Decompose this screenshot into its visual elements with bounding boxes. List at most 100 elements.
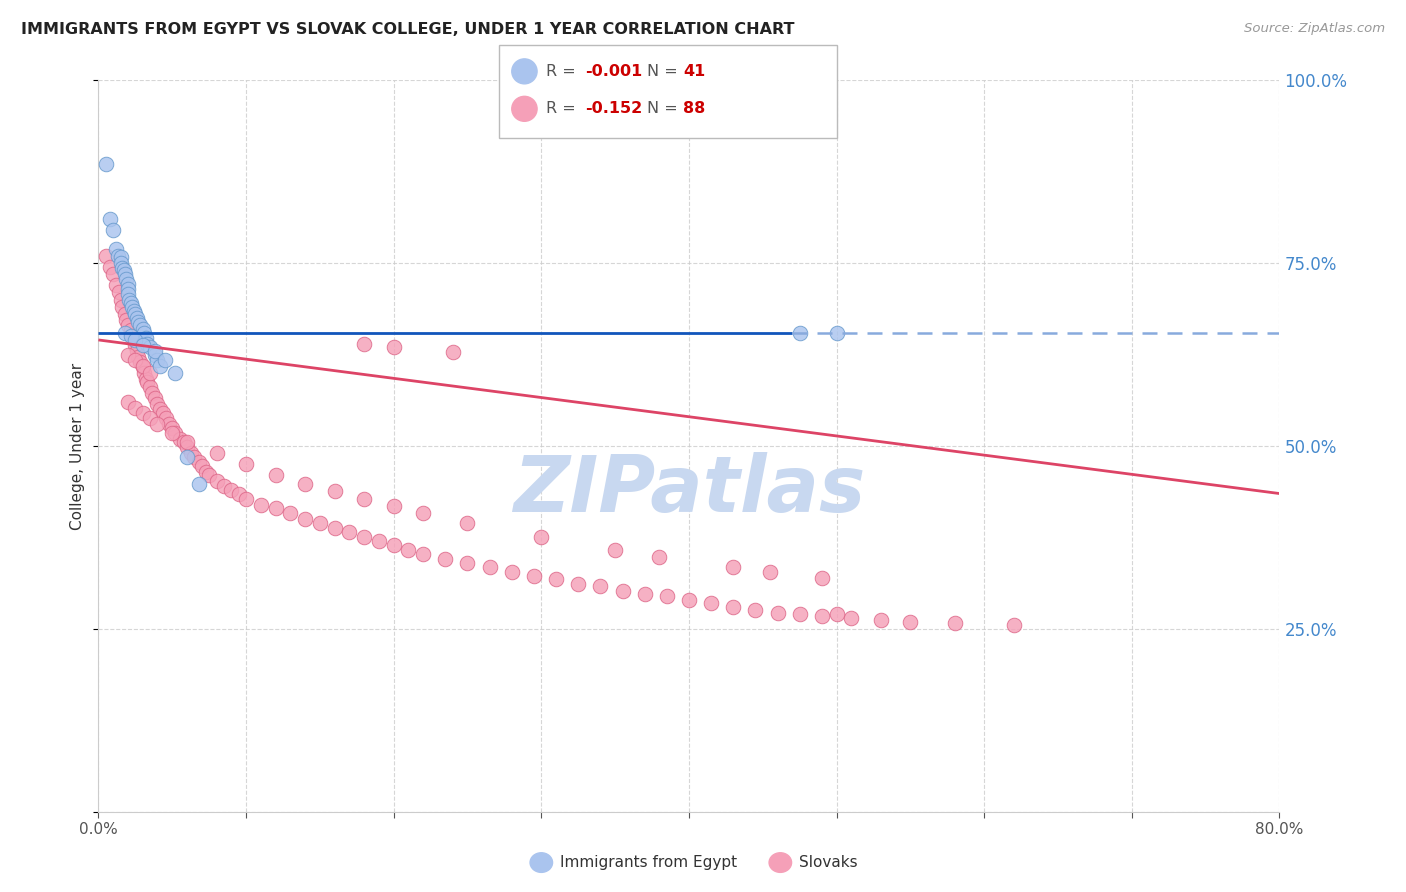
Point	[789, 607, 811, 622]
Point	[810, 571, 832, 585]
Point	[127, 315, 149, 329]
Point	[339, 525, 361, 540]
Point	[132, 359, 155, 373]
Text: -0.152: -0.152	[585, 102, 643, 116]
Point	[118, 293, 141, 307]
Point	[139, 380, 162, 394]
Point	[132, 338, 155, 352]
Point	[146, 396, 169, 410]
Point	[155, 411, 177, 425]
Point	[103, 267, 125, 281]
Point	[128, 355, 150, 369]
Point	[121, 300, 143, 314]
Point	[759, 565, 782, 579]
Point	[110, 250, 132, 264]
Point	[353, 530, 375, 544]
Point	[187, 455, 209, 469]
Point	[173, 435, 195, 450]
Point	[139, 366, 162, 380]
Point	[198, 468, 221, 483]
Point	[149, 359, 172, 373]
Point	[228, 486, 250, 500]
Point	[162, 425, 183, 440]
Point	[744, 603, 766, 617]
Point	[105, 278, 128, 293]
Point	[648, 550, 671, 565]
Point	[176, 441, 198, 455]
Point	[183, 450, 205, 464]
Point	[117, 277, 139, 291]
Point	[135, 372, 157, 386]
Point	[294, 512, 316, 526]
Point	[412, 547, 434, 561]
Point	[825, 326, 848, 340]
Point	[139, 411, 162, 425]
Point	[111, 300, 134, 314]
Point	[589, 579, 612, 593]
Point	[135, 331, 157, 345]
Point	[810, 608, 832, 623]
Point	[132, 322, 155, 336]
Point	[523, 569, 546, 583]
Point	[169, 432, 191, 446]
Point	[149, 402, 172, 417]
Point	[205, 474, 228, 488]
Point	[162, 421, 183, 435]
Point	[700, 596, 723, 610]
Point	[457, 516, 479, 530]
Point	[114, 267, 136, 281]
Point	[205, 446, 228, 460]
Point	[353, 491, 375, 506]
Point	[180, 446, 202, 460]
Point	[114, 326, 136, 340]
Point	[870, 613, 893, 627]
Point	[120, 323, 142, 337]
Point	[457, 556, 479, 570]
Point	[723, 599, 745, 614]
Point	[124, 307, 146, 321]
Point	[187, 477, 209, 491]
Point	[176, 450, 198, 464]
Point	[434, 552, 457, 566]
Point	[943, 615, 966, 630]
Point	[634, 587, 657, 601]
Point	[280, 506, 302, 520]
Point	[478, 559, 501, 574]
Point	[412, 506, 434, 520]
Text: Source: ZipAtlas.com: Source: ZipAtlas.com	[1244, 22, 1385, 36]
Point	[143, 392, 166, 406]
Text: R =: R =	[546, 64, 581, 78]
Point	[294, 477, 316, 491]
Point	[143, 343, 166, 358]
Point	[841, 611, 863, 625]
Point	[141, 386, 163, 401]
Point	[124, 401, 146, 415]
Point	[1002, 618, 1025, 632]
Point	[678, 592, 700, 607]
Point	[501, 565, 523, 579]
Point	[125, 343, 148, 358]
Text: R =: R =	[546, 102, 581, 116]
Point	[157, 417, 180, 431]
Text: 41: 41	[683, 64, 706, 78]
Point	[94, 157, 117, 171]
Point	[120, 296, 142, 310]
Point	[125, 310, 148, 325]
Point	[264, 501, 287, 516]
Point	[146, 352, 169, 367]
Point	[900, 615, 922, 629]
Point	[114, 307, 136, 321]
Point	[103, 223, 125, 237]
Point	[94, 249, 117, 263]
Point	[655, 589, 678, 603]
Text: Immigrants from Egypt: Immigrants from Egypt	[560, 855, 737, 870]
Point	[176, 435, 198, 450]
Point	[132, 359, 155, 374]
Point	[117, 395, 139, 409]
Text: IMMIGRANTS FROM EGYPT VS SLOVAK COLLEGE, UNDER 1 YEAR CORRELATION CHART: IMMIGRANTS FROM EGYPT VS SLOVAK COLLEGE,…	[21, 22, 794, 37]
Point	[766, 606, 789, 620]
Text: N =: N =	[647, 64, 683, 78]
Point	[165, 366, 187, 380]
Point	[323, 484, 346, 499]
Point	[115, 313, 138, 327]
